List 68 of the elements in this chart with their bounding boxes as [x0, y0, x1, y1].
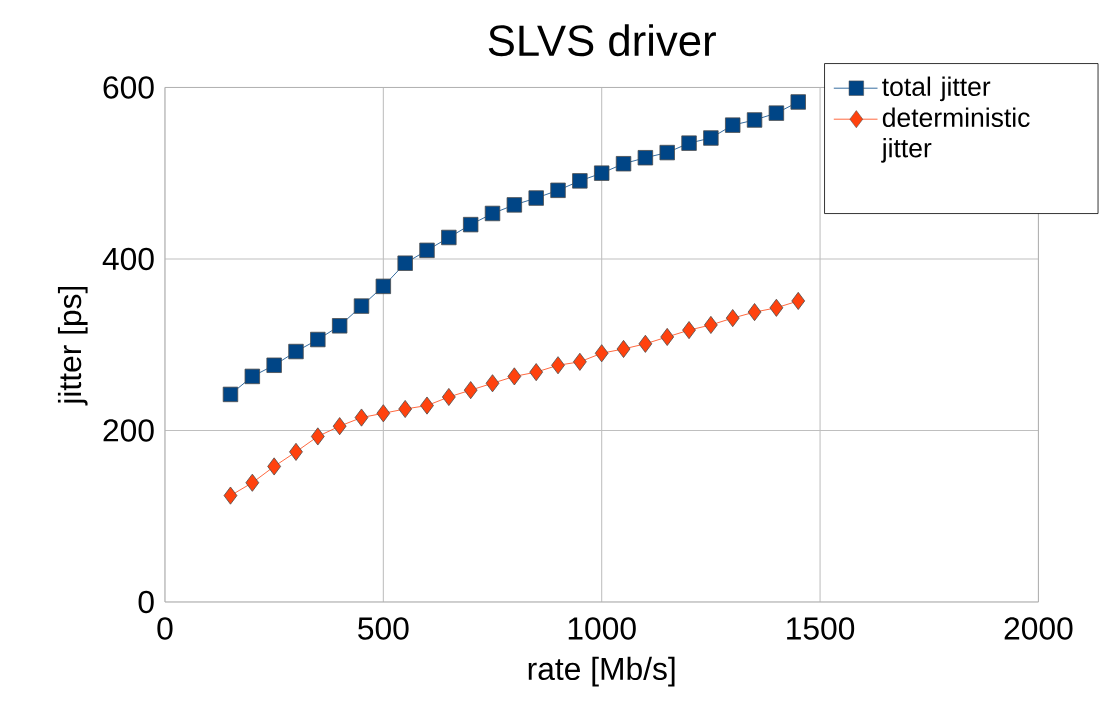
point: [507, 367, 522, 386]
x-axis-title: rate [Mb/s]: [528, 656, 675, 687]
point: [791, 291, 806, 310]
point: [288, 343, 304, 360]
point: [353, 298, 370, 314]
point: [310, 427, 325, 446]
point: [660, 327, 675, 346]
point: [681, 135, 697, 151]
point: [790, 94, 806, 110]
point: [245, 473, 260, 492]
y-axis-title: jitter [ps]: [57, 286, 88, 406]
legend-label: deterministic jitter: [881, 107, 1030, 163]
y-tick-label: 200: [103, 419, 154, 442]
point: [463, 381, 478, 400]
y-tick-label: 0: [138, 590, 154, 614]
x-tick-label: 2000: [1004, 617, 1073, 640]
point: [725, 309, 740, 328]
point: [659, 144, 675, 161]
point: [594, 344, 609, 363]
point: [529, 363, 544, 382]
point: [310, 331, 326, 348]
point: [397, 255, 413, 271]
point: [506, 197, 523, 213]
point: [747, 303, 762, 322]
point: [354, 408, 369, 427]
point: [725, 117, 741, 133]
point: [637, 150, 654, 166]
point: [768, 105, 785, 121]
point: [485, 374, 500, 393]
point: [222, 386, 239, 403]
chart-title: SLVS driver: [488, 24, 716, 57]
x-tick-label: 1000: [568, 617, 636, 640]
point: [289, 442, 303, 461]
point: [528, 190, 544, 206]
point: [484, 205, 501, 222]
y-tick-label: 400: [102, 247, 154, 271]
point: [616, 339, 631, 358]
point: [769, 298, 784, 317]
point: [267, 457, 282, 476]
legend-label: total jitter: [882, 76, 991, 102]
x-tick-label: 0: [157, 617, 173, 640]
point: [550, 182, 566, 198]
point: [703, 130, 719, 146]
point: [572, 173, 588, 189]
point: [244, 368, 260, 385]
point: [704, 315, 718, 334]
point: [462, 216, 479, 233]
point: [376, 404, 391, 423]
point: [594, 165, 610, 181]
point: [441, 229, 457, 246]
y-tick-label: 600: [103, 76, 154, 99]
point: [746, 112, 763, 128]
x-tick-label: 500: [358, 617, 409, 640]
point: [573, 352, 587, 371]
point: [331, 318, 348, 334]
point: [223, 486, 238, 505]
point: [420, 396, 434, 415]
point: [551, 356, 565, 375]
point: [682, 321, 696, 340]
x-tick-label: 1500: [787, 617, 855, 640]
point: [419, 242, 435, 258]
point: [441, 387, 456, 406]
point: [375, 278, 392, 294]
point: [615, 156, 632, 172]
point: [266, 357, 282, 373]
point: [638, 334, 653, 353]
point: [398, 399, 413, 418]
point: [332, 417, 347, 436]
